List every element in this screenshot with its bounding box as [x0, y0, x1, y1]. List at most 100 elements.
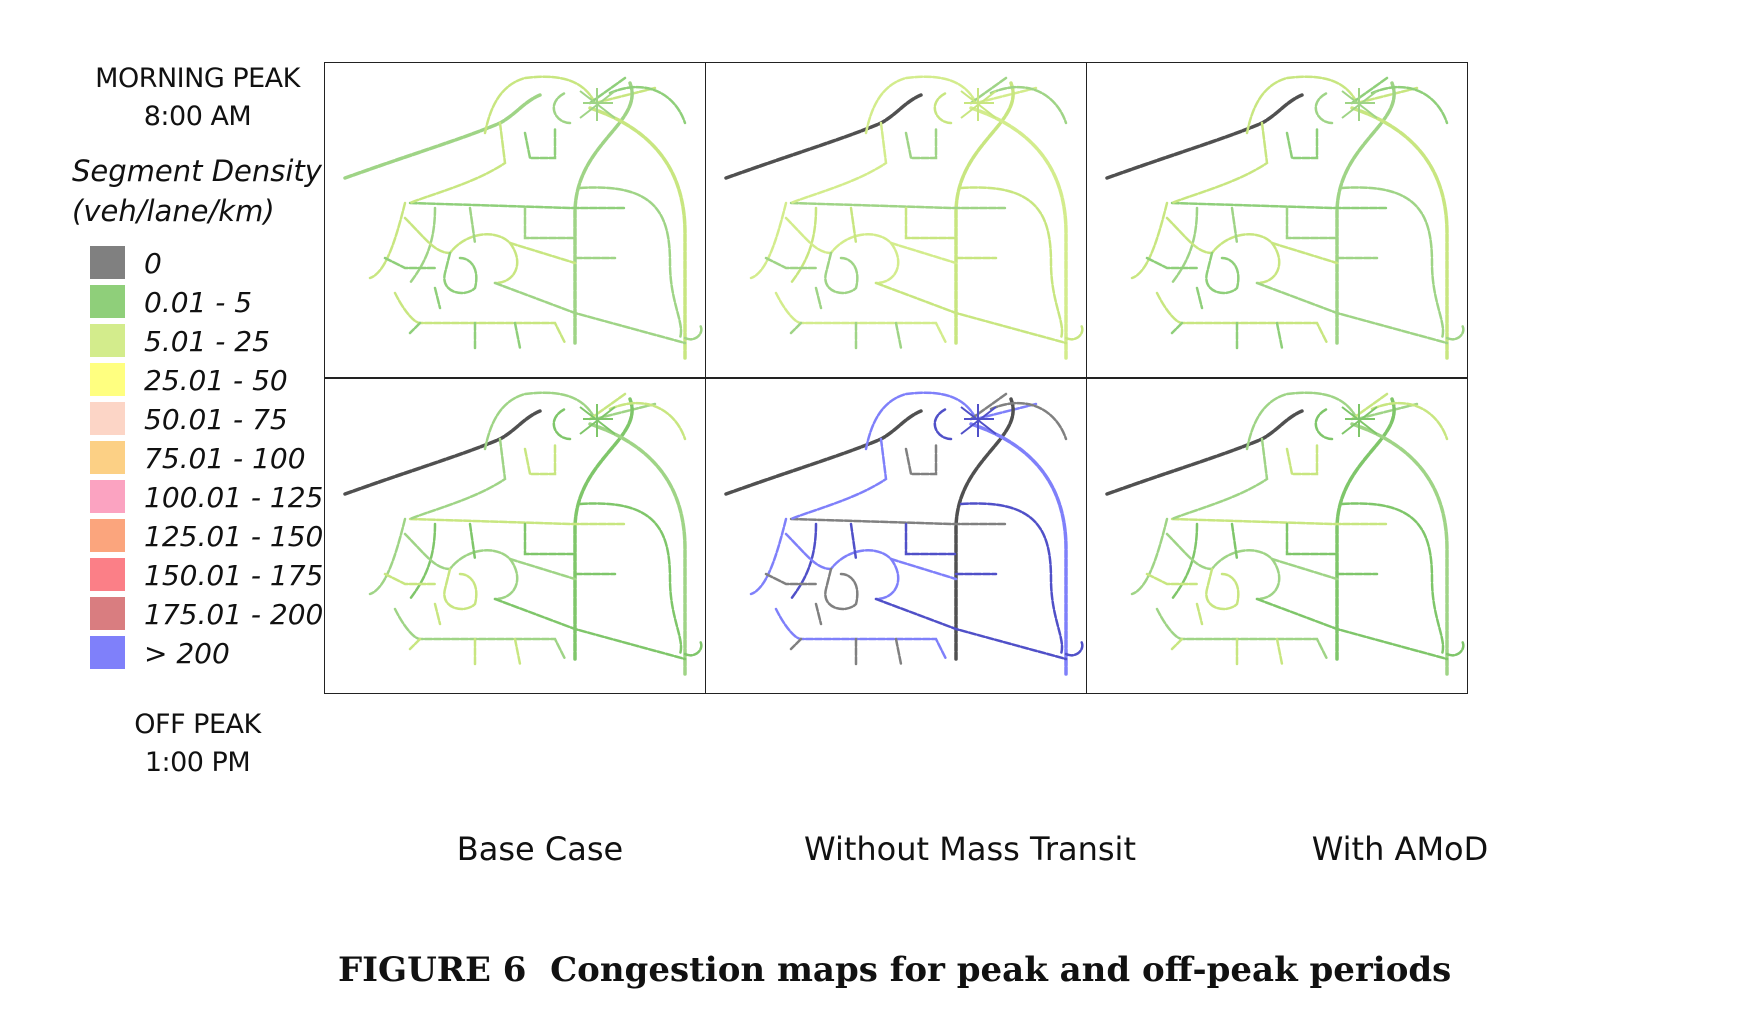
road-segment [969, 422, 1068, 676]
road-segment [1170, 522, 1199, 601]
legend-label: 100.01 - 125 [144, 481, 324, 514]
road-network-map [1105, 75, 1465, 360]
road-segment [1335, 397, 1396, 661]
road-segment [1340, 186, 1445, 340]
interchange-symbol [579, 88, 616, 121]
map-panel-morning-base-case [324, 62, 706, 378]
road-network-map [724, 391, 1084, 676]
road-segment [408, 206, 437, 285]
road-segment [764, 256, 823, 310]
road-segment [1285, 442, 1319, 476]
legend-label: 5.01 - 25 [144, 325, 270, 358]
legend-swatch [90, 402, 125, 435]
legend-label: 0.01 - 5 [144, 286, 253, 319]
road-segment [774, 607, 948, 661]
road-segment [578, 502, 683, 656]
legend-swatch [90, 558, 125, 591]
road-segment [904, 126, 938, 160]
period-time: 1:00 PM [144, 747, 251, 778]
column-label-with-amod: With AMoD [1311, 830, 1489, 868]
road-segment [1370, 85, 1449, 125]
road-network-map [1105, 391, 1465, 676]
road-segment [789, 206, 818, 285]
interchange-symbol [579, 404, 616, 437]
road-segment [1205, 567, 1240, 611]
road-segment [789, 517, 1008, 526]
road-network-map [343, 75, 703, 360]
column-label-base-case: Base Case [456, 830, 624, 868]
road-segment [1230, 206, 1379, 260]
legend-label: 50.01 - 75 [144, 403, 288, 436]
legend-swatch [90, 363, 125, 396]
road-segment [1170, 121, 1269, 205]
road-segment [573, 81, 634, 345]
road-segment [1230, 522, 1379, 576]
road-segment [1255, 597, 1449, 661]
road-segment [933, 407, 953, 441]
road-segment [1205, 251, 1240, 295]
road-segment [1064, 639, 1084, 657]
map-panel-morning-without-mass-transit [705, 62, 1087, 378]
road-segment [523, 126, 557, 160]
road-segment [749, 517, 788, 596]
road-segment [383, 256, 442, 310]
road-segment [443, 567, 478, 611]
road-segment [608, 401, 687, 441]
road-segment [1165, 216, 1281, 285]
road-segment [552, 407, 572, 441]
road-segment [824, 567, 859, 611]
road-segment [1350, 422, 1449, 676]
legend-swatch [90, 597, 125, 630]
road-segment [1335, 81, 1396, 345]
road-segment [383, 572, 442, 626]
road-segment [408, 522, 437, 601]
road-segment [1350, 76, 1389, 105]
road-segment [789, 201, 1008, 210]
road-segment [1255, 281, 1449, 345]
road-segment [864, 75, 1038, 135]
road-segment [1350, 392, 1389, 421]
road-segment [784, 532, 900, 601]
map-panel-morning-with-amod [1086, 62, 1468, 378]
road-segment [1155, 607, 1329, 661]
interchange-symbol [960, 404, 997, 437]
road-segment [588, 106, 687, 360]
legend-label: 0 [144, 247, 162, 280]
road-segment [969, 392, 1008, 421]
legend-swatch [90, 519, 125, 552]
road-segment [1130, 201, 1169, 280]
road-segment [954, 397, 1015, 661]
road-segment [889, 241, 958, 265]
road-segment [1155, 291, 1329, 345]
road-segment [683, 323, 703, 341]
legend-label: 150.01 - 175 [144, 559, 324, 592]
road-segment [483, 391, 657, 451]
road-segment [849, 206, 998, 260]
road-segment [789, 321, 903, 350]
road-segment [849, 522, 998, 576]
road-segment [1064, 323, 1084, 341]
road-segment [969, 106, 1068, 360]
road-segment [408, 321, 522, 350]
road-segment [493, 597, 687, 661]
road-segment [824, 251, 859, 295]
road-segment [493, 281, 687, 345]
road-segment [1340, 502, 1445, 656]
road-segment [1130, 517, 1169, 596]
figure-number: FIGURE 6 [338, 950, 527, 990]
road-segment [468, 206, 617, 260]
road-segment [408, 201, 627, 210]
road-segment [1270, 557, 1339, 581]
road-segment [874, 281, 1068, 345]
interchange-symbol [1341, 88, 1378, 121]
road-segment [1170, 437, 1269, 521]
road-network-map [724, 75, 1084, 360]
road-segment [1170, 321, 1284, 350]
road-segment [904, 442, 938, 476]
legend-label: > 200 [144, 637, 230, 670]
road-segment [989, 401, 1068, 441]
road-segment [368, 517, 407, 596]
road-segment [874, 597, 1068, 661]
legend-swatch [90, 246, 125, 279]
legend-swatch [90, 324, 125, 357]
